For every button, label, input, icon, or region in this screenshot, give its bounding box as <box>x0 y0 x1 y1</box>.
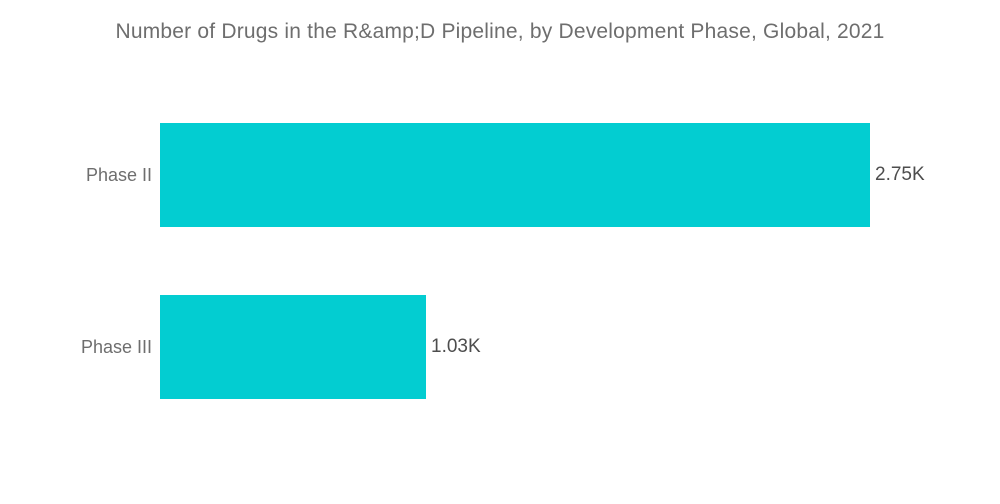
category-label-phase-iii: Phase III <box>80 336 152 357</box>
chart-title: Number of Drugs in the R&amp;D Pipeline,… <box>115 20 885 43</box>
bar-row: Phase II 2.75K <box>0 123 1000 227</box>
bar-row: Phase III 1.03K <box>0 295 1000 399</box>
value-label-phase-iii: 1.03K <box>431 336 481 357</box>
bar-phase-ii <box>160 123 870 227</box>
value-label-phase-ii: 2.75K <box>875 164 925 185</box>
bar-phase-iii <box>160 295 426 399</box>
category-label-phase-ii: Phase II <box>85 164 152 185</box>
